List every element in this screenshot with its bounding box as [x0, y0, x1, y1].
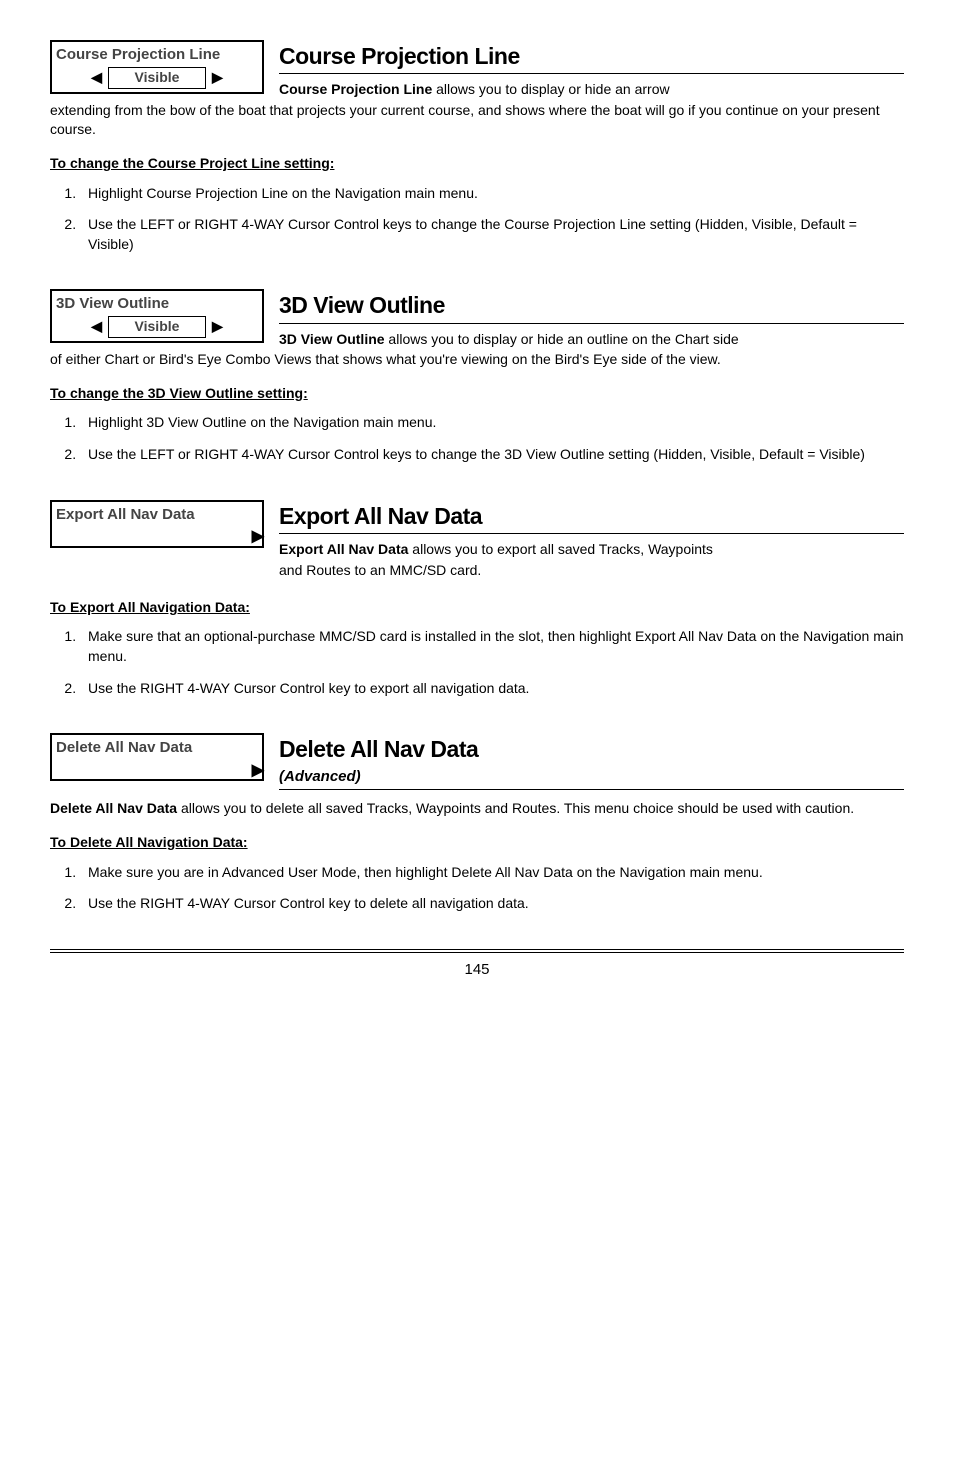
- subheading: To Delete All Navigation Data:: [50, 833, 904, 853]
- step-item: Highlight Course Projection Line on the …: [80, 184, 904, 204]
- widget-value-row: ◀ Visible ▶: [52, 67, 262, 92]
- arrow-right-icon: ▶: [252, 526, 264, 548]
- widget-value: Visible: [108, 67, 206, 89]
- intro-rest-inline: allows you to display or hide an arrow: [432, 81, 669, 97]
- title-underline: [279, 533, 904, 534]
- widget-value-row: ◀ Visible ▶: [52, 316, 262, 341]
- step-item: Highlight 3D View Outline on the Navigat…: [80, 413, 904, 433]
- step-item: Use the RIGHT 4-WAY Cursor Control key t…: [80, 894, 904, 914]
- title-underline: [279, 789, 904, 790]
- section-delete-all-nav-data: Delete All Nav Data ▶ Delete All Nav Dat…: [50, 733, 904, 914]
- intro-line: Export All Nav Data allows you to export…: [279, 541, 713, 557]
- title-block: Export All Nav Data Export All Nav Data …: [279, 500, 904, 595]
- section-title: Course Projection Line: [279, 40, 904, 72]
- intro-bold: Delete All Nav Data: [50, 800, 177, 816]
- section-course-projection-line: Course Projection Line ◀ Visible ▶ Cours…: [50, 40, 904, 254]
- intro-rest-inline: allows you to display or hide an outline…: [385, 331, 739, 347]
- title-block: Course Projection Line Course Projection…: [279, 40, 904, 100]
- intro-line: Delete All Nav Data allows you to delete…: [50, 799, 904, 819]
- section-title: Export All Nav Data: [279, 500, 904, 532]
- intro-bold: 3D View Outline: [279, 331, 385, 347]
- arrow-right-icon: ▶: [252, 760, 264, 782]
- widget-title: Course Projection Line: [52, 42, 262, 67]
- widget-export-all-nav-data: Export All Nav Data ▶: [50, 500, 264, 548]
- widget-delete-all-nav-data: Delete All Nav Data ▶: [50, 733, 264, 781]
- section-title: 3D View Outline: [279, 289, 904, 321]
- subheading: To Export All Navigation Data:: [50, 598, 904, 618]
- section-title: Delete All Nav Data: [279, 733, 904, 765]
- step-item: Use the RIGHT 4-WAY Cursor Control key t…: [80, 679, 904, 699]
- section-header: Delete All Nav Data ▶ Delete All Nav Dat…: [50, 733, 904, 796]
- subheading: To change the 3D View Outline setting:: [50, 384, 904, 404]
- intro-continuation: and Routes to an MMC/SD card.: [279, 561, 904, 581]
- section-3d-view-outline: 3D View Outline ◀ Visible ▶ 3D View Outl…: [50, 289, 904, 464]
- steps-list: Make sure that an optional-purchase MMC/…: [50, 627, 904, 698]
- widget-3d-view-outline: 3D View Outline ◀ Visible ▶: [50, 289, 264, 343]
- widget-value: Visible: [108, 316, 206, 338]
- arrow-left-icon: ◀: [91, 317, 102, 337]
- intro-line: Course Projection Line allows you to dis…: [279, 81, 670, 97]
- subheading: To change the Course Project Line settin…: [50, 154, 904, 174]
- steps-list: Highlight 3D View Outline on the Navigat…: [50, 413, 904, 464]
- step-item: Use the LEFT or RIGHT 4-WAY Cursor Contr…: [80, 215, 904, 254]
- title-underline: [279, 73, 904, 74]
- page-footer: 145: [50, 949, 904, 980]
- section-header: 3D View Outline ◀ Visible ▶ 3D View Outl…: [50, 289, 904, 349]
- arrow-left-icon: ◀: [91, 68, 102, 88]
- intro-continuation: of either Chart or Bird's Eye Combo View…: [50, 350, 904, 370]
- intro-bold: Export All Nav Data: [279, 541, 408, 557]
- arrow-right-icon: ▶: [212, 317, 223, 337]
- section-header: Export All Nav Data ▶ Export All Nav Dat…: [50, 500, 904, 595]
- page-number: 145: [50, 952, 904, 980]
- widget-title: Export All Nav Data: [52, 502, 262, 527]
- step-item: Use the LEFT or RIGHT 4-WAY Cursor Contr…: [80, 445, 904, 465]
- step-item: Make sure you are in Advanced User Mode,…: [80, 863, 904, 883]
- section-subtitle: (Advanced): [279, 766, 904, 787]
- title-block: 3D View Outline 3D View Outline allows y…: [279, 289, 904, 349]
- intro-continuation: extending from the bow of the boat that …: [50, 101, 904, 140]
- intro-bold: Course Projection Line: [279, 81, 432, 97]
- title-block: Delete All Nav Data (Advanced): [279, 733, 904, 796]
- arrow-right-icon: ▶: [212, 68, 223, 88]
- title-underline: [279, 323, 904, 324]
- intro-rest-inline: allows you to export all saved Tracks, W…: [408, 541, 713, 557]
- widget-title: Delete All Nav Data: [52, 735, 262, 760]
- steps-list: Make sure you are in Advanced User Mode,…: [50, 863, 904, 914]
- widget-title: 3D View Outline: [52, 291, 262, 316]
- step-item: Make sure that an optional-purchase MMC/…: [80, 627, 904, 666]
- section-header: Course Projection Line ◀ Visible ▶ Cours…: [50, 40, 904, 100]
- steps-list: Highlight Course Projection Line on the …: [50, 184, 904, 255]
- section-export-all-nav-data: Export All Nav Data ▶ Export All Nav Dat…: [50, 500, 904, 699]
- intro-line: 3D View Outline allows you to display or…: [279, 331, 739, 347]
- intro-rest: allows you to delete all saved Tracks, W…: [177, 800, 854, 816]
- widget-course-projection-line: Course Projection Line ◀ Visible ▶: [50, 40, 264, 94]
